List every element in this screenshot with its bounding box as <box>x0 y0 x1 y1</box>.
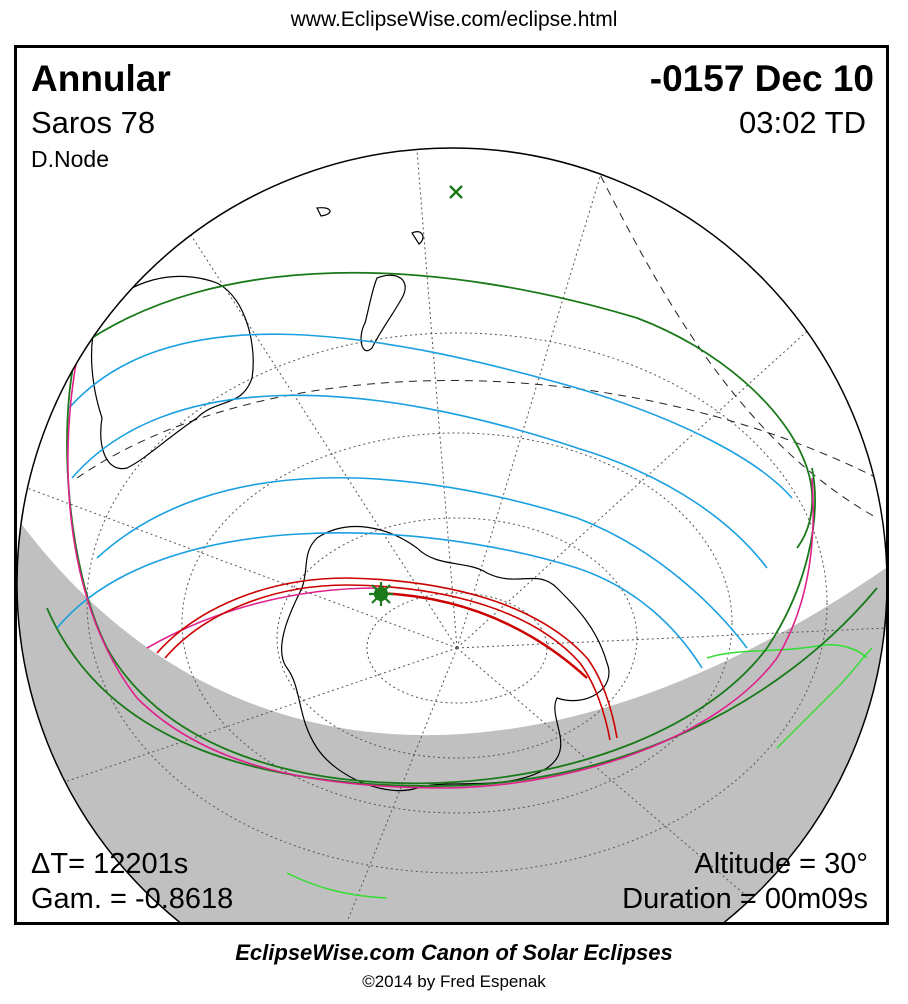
saros-number: Saros 78 <box>31 105 156 140</box>
map-frame: Annular -0157 Dec 10 Saros 78 03:02 TD D… <box>14 45 889 925</box>
newzealand-coast <box>360 274 406 352</box>
central-path <box>156 577 618 741</box>
eclipse-date: -0157 Dec 10 <box>649 58 874 99</box>
southern-penumbral-limit <box>46 587 878 787</box>
node-label: D.Node <box>31 146 109 172</box>
eclipse-time: 03:02 TD <box>739 105 866 140</box>
altitude: Altitude = 30° <box>694 848 868 880</box>
globe-outline <box>17 147 886 922</box>
australia-coast <box>90 275 254 470</box>
delta-t: ΔT= 12201s <box>31 848 189 880</box>
northern-penumbral-limit <box>76 271 814 549</box>
night-region <box>17 518 886 922</box>
central-line <box>376 591 588 679</box>
greatest-eclipse-marker <box>369 582 393 606</box>
magnitude-curves <box>56 333 793 669</box>
western-rise-limit <box>66 347 816 785</box>
source-url: www.EclipseWise.com/eclipse.html <box>290 8 618 31</box>
canon-title: EclipseWise.com Canon of Solar Eclipses <box>235 940 673 965</box>
coastlines <box>90 207 610 792</box>
latitude-lines <box>86 332 828 874</box>
eclipse-type: Annular <box>31 58 171 99</box>
copyright: ©2014 by Fred Espenak <box>362 972 546 991</box>
penumbral-limits <box>46 271 878 787</box>
globe-map <box>17 147 886 922</box>
rise-set-curves <box>67 357 815 789</box>
duration: Duration = 00m09s <box>622 883 868 915</box>
sub-solar-marker <box>449 185 463 199</box>
antarctica-coast <box>281 526 610 792</box>
gamma: Gam. = -0.8618 <box>31 883 234 915</box>
